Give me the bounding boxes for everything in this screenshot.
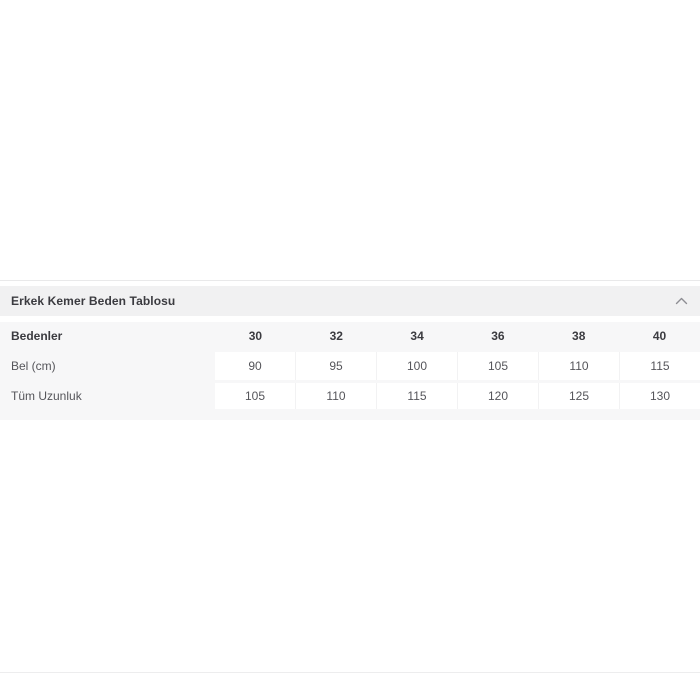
size-table-accordion-header[interactable]: Erkek Kemer Beden Tablosu (0, 286, 700, 316)
table-cell: 105 (215, 383, 295, 409)
table-cell: 120 (457, 383, 538, 409)
table-cell: 125 (538, 383, 619, 409)
table-cell: 95 (295, 352, 376, 380)
table-cell: 105 (457, 352, 538, 380)
row-label: Tüm Uzunluk (11, 389, 82, 403)
table-cell: 115 (619, 352, 700, 380)
size-column-header: 38 (572, 329, 586, 343)
table-cell: 90 (215, 352, 295, 380)
table-cell: 110 (538, 352, 619, 380)
table-row-bel: Bel (cm) 90 95 100 105 110 115 (0, 352, 700, 380)
size-column-header: 40 (652, 329, 667, 343)
size-column-header: 32 (329, 329, 343, 343)
table-header-row: Bedenler 30 32 34 36 38 40 (0, 322, 700, 350)
table-header-label: Bedenler (11, 329, 63, 343)
table-row-tum-uzunluk: Tüm Uzunluk 105 110 115 120 125 130 (0, 383, 700, 409)
table-cell: 130 (619, 383, 700, 409)
section-bottom-divider (0, 672, 700, 673)
row-label: Bel (cm) (11, 359, 56, 373)
table-cell: 100 (376, 352, 457, 380)
section-top-divider (0, 280, 700, 281)
size-column-header: 34 (410, 329, 424, 343)
table-cell: 110 (295, 383, 376, 409)
table-cell: 115 (376, 383, 457, 409)
size-column-header: 30 (248, 329, 263, 343)
size-table: Bedenler 30 32 34 36 38 40 Bel (cm) 90 9… (0, 322, 700, 420)
size-column-header: 36 (491, 329, 505, 343)
accordion-title: Erkek Kemer Beden Tablosu (11, 294, 176, 308)
chevron-up-icon[interactable] (675, 297, 688, 305)
